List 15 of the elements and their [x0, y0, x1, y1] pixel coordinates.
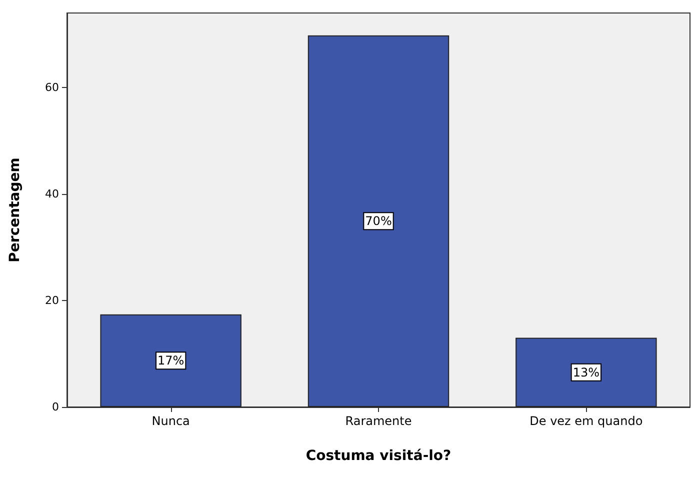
data-label: 13%: [572, 365, 600, 380]
y-tick-label: 40: [45, 188, 59, 201]
y-tick-label: 0: [52, 400, 59, 414]
x-tick-label: Nunca: [152, 414, 190, 428]
bar: [516, 338, 657, 407]
data-label: 70%: [365, 214, 392, 228]
y-tick-label: 20: [45, 294, 59, 308]
bar: [308, 35, 450, 407]
y-tick-label: 60: [45, 81, 59, 94]
y-axis-title: Percentagem: [7, 158, 23, 262]
x-axis-title: Costuma visitá-lo?: [306, 448, 452, 464]
x-tick-label: De vez em quando: [530, 414, 643, 428]
bar: [100, 314, 242, 407]
x-tick-label: Raramente: [345, 414, 412, 428]
data-label: 17%: [157, 354, 184, 368]
